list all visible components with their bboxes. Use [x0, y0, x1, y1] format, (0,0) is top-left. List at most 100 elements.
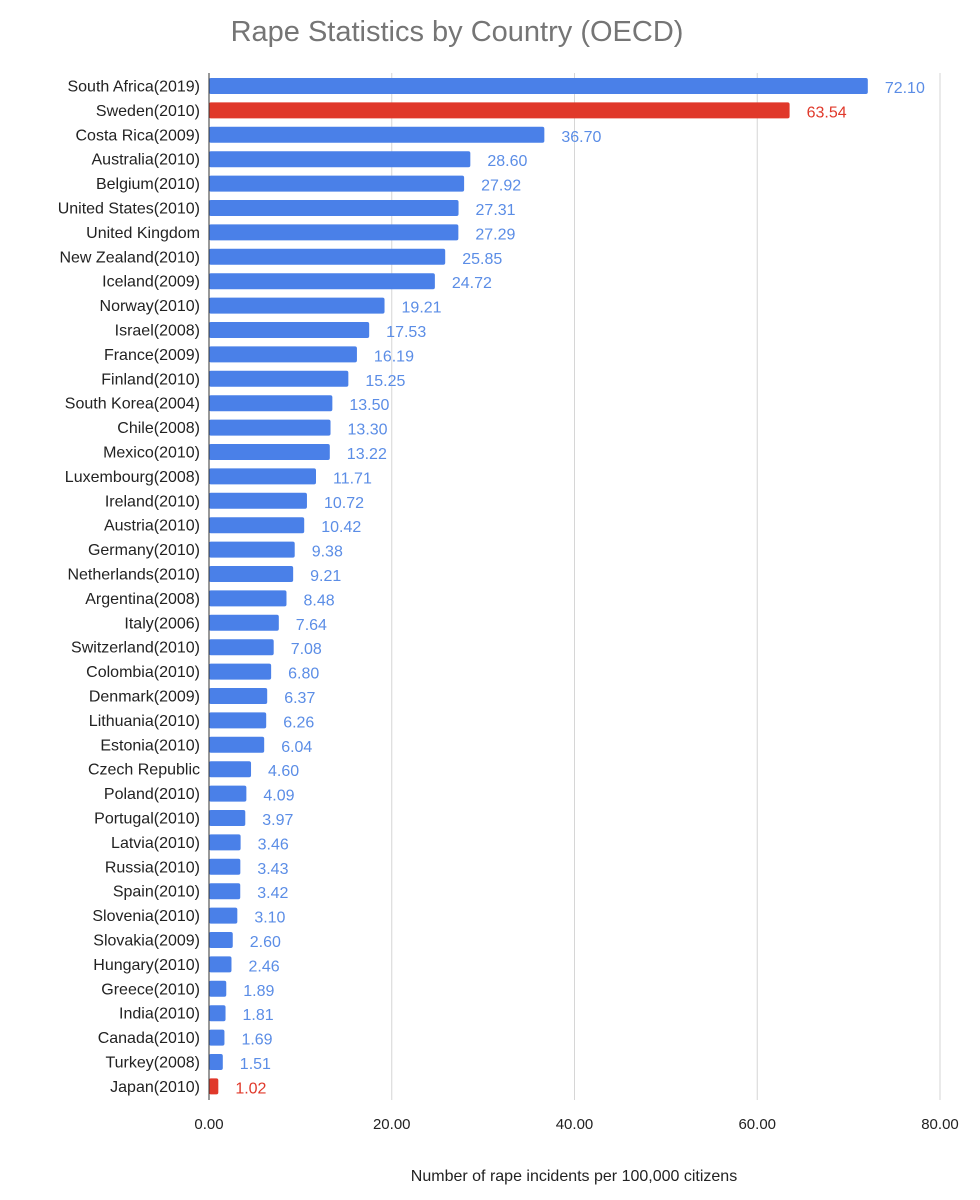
value-labels: 72.10 63.54 36.70 28.60 27.92 27.31 27.29 25.85… — [235, 80, 925, 1097]
category-label: Costa Rica(2009) — [76, 127, 201, 144]
category-label: Lithuania(2010) — [89, 713, 200, 730]
bar — [209, 810, 246, 826]
category-label: Japan(2010) — [110, 1079, 200, 1096]
bar — [209, 956, 232, 973]
bar — [209, 736, 265, 753]
bar — [209, 1005, 226, 1022]
data-label: 2.60 — [250, 934, 281, 951]
bar — [209, 590, 287, 607]
data-label: 25.85 — [462, 251, 502, 268]
bar — [209, 980, 227, 997]
data-label: 4.09 — [263, 788, 294, 805]
category-label: Norway(2010) — [100, 298, 200, 315]
category-label: Netherlands(2010) — [67, 567, 200, 584]
category-label: United Kingdom — [86, 225, 200, 242]
bar — [209, 932, 233, 948]
x-tick-label: 80.00 — [921, 1116, 959, 1133]
bar — [209, 248, 446, 265]
data-label: 17.53 — [386, 324, 426, 341]
data-label: 13.50 — [349, 397, 389, 414]
data-label: 1.51 — [240, 1056, 271, 1073]
bar — [209, 175, 465, 192]
bar — [209, 639, 274, 656]
bar — [209, 883, 241, 900]
bar — [209, 200, 459, 216]
data-label: 27.31 — [476, 202, 516, 219]
category-label: Belgium(2010) — [96, 176, 200, 193]
category-label: Israel(2008) — [115, 323, 200, 340]
category-label: Italy(2006) — [124, 615, 200, 632]
bar — [209, 1054, 223, 1070]
category-label: Iceland(2009) — [102, 274, 200, 291]
data-label: 1.02 — [235, 1080, 266, 1097]
data-label: 24.72 — [452, 275, 492, 292]
bar — [209, 517, 305, 534]
data-label: 8.48 — [303, 592, 334, 609]
bar — [209, 102, 790, 119]
category-label: Slovenia(2010) — [92, 908, 200, 925]
category-label: South Korea(2004) — [65, 396, 200, 413]
bar — [209, 370, 349, 387]
category-label: Luxembourg(2008) — [65, 469, 200, 486]
category-label: Chile(2008) — [117, 420, 200, 437]
category-label: Argentina(2008) — [85, 591, 200, 608]
data-label: 3.46 — [258, 836, 289, 853]
data-label: 9.21 — [310, 568, 341, 585]
bar — [209, 785, 247, 802]
category-label: Estonia(2010) — [100, 737, 200, 754]
x-tick-label: 40.00 — [556, 1116, 594, 1133]
data-label: 7.64 — [296, 617, 327, 634]
category-label: Ireland(2010) — [105, 493, 200, 510]
x-tick-label: 0.00 — [194, 1116, 223, 1133]
category-label: Austria(2010) — [104, 518, 200, 535]
data-label: 3.43 — [257, 861, 288, 878]
bar — [209, 614, 279, 631]
bar — [209, 151, 471, 168]
category-label: Finland(2010) — [101, 371, 200, 388]
bars — [209, 78, 868, 1095]
category-label: Slovakia(2009) — [93, 933, 200, 950]
data-label: 7.08 — [291, 641, 322, 658]
category-label: Sweden(2010) — [96, 103, 200, 120]
category-label: Hungary(2010) — [93, 957, 200, 974]
bar — [209, 663, 272, 680]
bar — [209, 468, 317, 485]
data-label: 36.70 — [561, 129, 601, 146]
data-label: 2.46 — [248, 958, 279, 975]
data-label: 9.38 — [312, 544, 343, 561]
bar — [209, 126, 545, 143]
category-label: New Zealand(2010) — [59, 249, 200, 266]
bar — [209, 346, 357, 363]
data-label: 1.69 — [241, 1032, 272, 1049]
data-label: 27.92 — [481, 178, 521, 195]
bar — [209, 1029, 225, 1046]
bar — [209, 858, 241, 875]
category-label: France(2009) — [104, 347, 200, 364]
data-label: 11.71 — [333, 470, 372, 487]
bar — [209, 224, 459, 241]
data-label: 6.26 — [283, 714, 314, 731]
bar — [209, 1078, 219, 1095]
category-label: South Africa(2019) — [67, 79, 200, 96]
chart-title: Rape Statistics by Country (OECD) — [231, 16, 684, 48]
category-label: Switzerland(2010) — [71, 640, 200, 657]
data-label: 1.81 — [243, 1007, 274, 1024]
data-label: 63.54 — [807, 104, 847, 121]
category-label: Australia(2010) — [92, 152, 201, 169]
data-label: 19.21 — [402, 300, 442, 317]
x-axis-ticks: 0.00 20.00 40.00 60.00 80.00 — [194, 1116, 958, 1133]
x-axis-title: Number of rape incidents per 100,000 cit… — [411, 1168, 737, 1185]
bar — [209, 566, 294, 582]
category-label: Canada(2010) — [98, 1030, 200, 1047]
data-label: 3.10 — [254, 910, 285, 927]
bar — [209, 688, 268, 704]
category-label: Colombia(2010) — [86, 664, 200, 681]
category-label: Denmark(2009) — [89, 689, 200, 706]
x-tick-label: 20.00 — [373, 1116, 411, 1133]
category-label: Greece(2010) — [101, 981, 200, 998]
bar — [209, 78, 868, 94]
data-label: 28.60 — [487, 153, 527, 170]
category-label: Czech Republic — [88, 762, 200, 779]
data-label: 6.04 — [281, 739, 312, 756]
category-label: Poland(2010) — [104, 786, 200, 803]
